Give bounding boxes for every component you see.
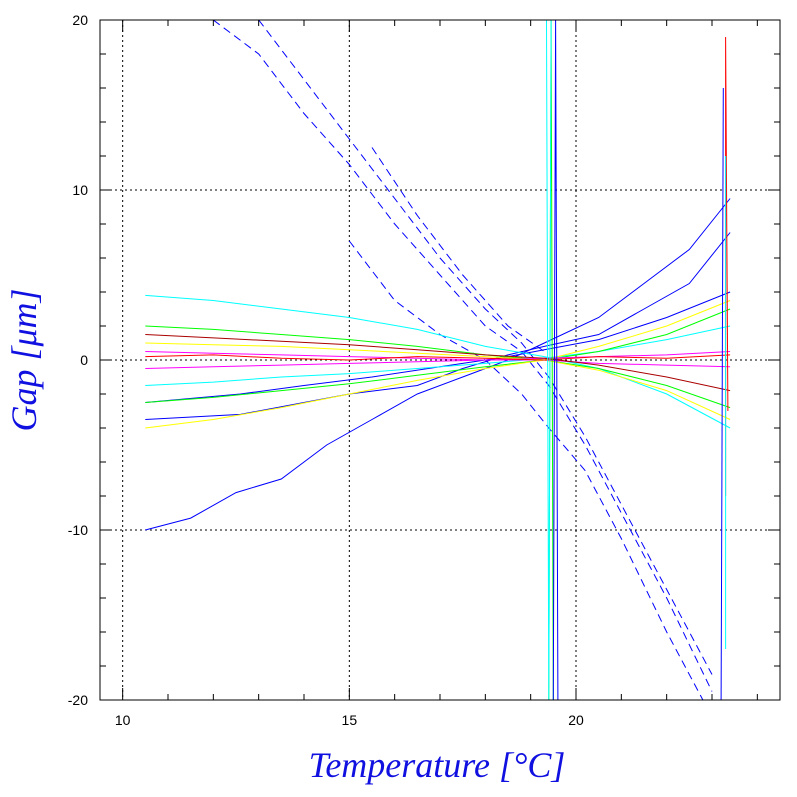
- series-line-4: [258, 20, 713, 675]
- series-line-9: [145, 325, 731, 409]
- series-line-14: [145, 351, 731, 369]
- series-line-19: [552, 20, 559, 700]
- grid-lines: [100, 20, 780, 700]
- x-tick-label: 10: [115, 712, 131, 728]
- series-line-8: [145, 325, 731, 386]
- y-tick-label: -10: [68, 522, 88, 538]
- series-line-12: [145, 342, 731, 420]
- x-tick-label: 15: [342, 712, 358, 728]
- series-line-11: [145, 300, 731, 429]
- series-line-16: [145, 334, 731, 392]
- series-line-13: [145, 351, 731, 368]
- series-line-6: [371, 147, 545, 352]
- series-line-0: [145, 232, 731, 420]
- tick-labels: 10 15 20 -20 -10 0 10 20: [68, 12, 584, 728]
- series-line-21: [720, 87, 724, 700]
- y-tick-label: 0: [80, 352, 88, 368]
- series-line-7: [145, 294, 731, 429]
- series-line-5: [348, 240, 704, 700]
- ticks: [100, 19, 780, 701]
- x-tick-label: 20: [568, 712, 584, 728]
- series-line-10: [145, 308, 731, 403]
- series-line-2: [145, 291, 731, 403]
- series-line-3: [213, 20, 713, 692]
- series-line-1: [145, 198, 731, 531]
- series-group: [145, 20, 731, 700]
- y-tick-label: -20: [68, 692, 88, 708]
- y-tick-label: 10: [72, 182, 88, 198]
- x-axis-title: Temperature [°C]: [309, 745, 566, 785]
- y-axis-title: Gap [μm]: [4, 288, 44, 431]
- series-line-18: [546, 20, 552, 700]
- series-line-15: [145, 354, 731, 361]
- y-tick-label: 20: [72, 12, 88, 28]
